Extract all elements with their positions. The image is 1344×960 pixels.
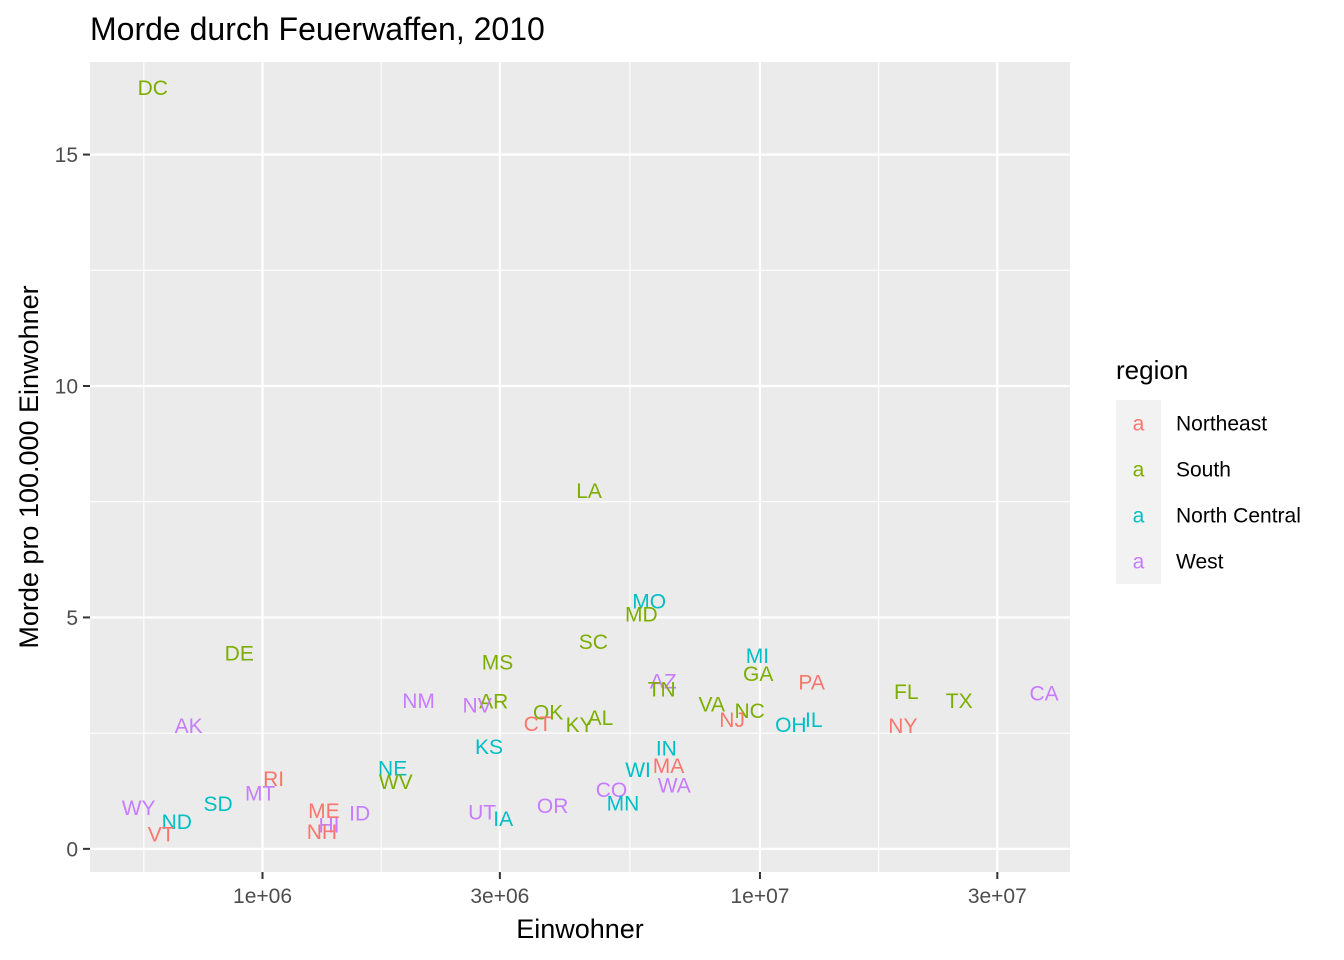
point-label-hi: HI — [318, 814, 339, 837]
point-label-id: ID — [349, 803, 370, 826]
major-gridlines — [90, 62, 1070, 872]
x-tick-label: 1e+06 — [233, 885, 292, 908]
legend-label-north-central: North Central — [1176, 505, 1301, 528]
legend-key-bg — [1116, 538, 1161, 584]
point-label-sd: SD — [204, 793, 233, 816]
y-tick-label: 10 — [55, 376, 78, 399]
point-label-nj: NJ — [719, 709, 745, 732]
legend-key-glyph: a — [1133, 551, 1145, 574]
legend-key-glyph: a — [1133, 459, 1145, 482]
point-label-ms: MS — [482, 651, 514, 674]
point-label-or: OR — [537, 795, 569, 818]
point-label-ca: CA — [1030, 682, 1059, 705]
point-label-vt: VT — [148, 824, 175, 847]
point-label-az: AZ — [650, 670, 677, 693]
legend: region a Northeast a South a North Central a We… — [1116, 355, 1301, 584]
plot-panel — [90, 62, 1070, 872]
legend-key-glyph: a — [1133, 505, 1145, 528]
y-tick-label: 15 — [55, 144, 78, 167]
point-label-pa: PA — [798, 672, 824, 695]
point-label-va: VA — [699, 693, 725, 716]
point-label-nv: NV — [463, 694, 492, 717]
point-label-wa: WA — [658, 774, 691, 797]
chart-title: Morde durch Feuerwaffen, 2010 — [90, 11, 545, 47]
point-label-me: ME — [308, 800, 340, 823]
legend-title: region — [1116, 355, 1188, 385]
legend-label-south: South — [1176, 459, 1231, 482]
point-label-ut: UT — [468, 801, 496, 824]
point-label-nh: NH — [307, 821, 337, 844]
point-label-ne: NE — [378, 757, 407, 780]
point-label-mt: MT — [245, 782, 275, 805]
legend-key-glyph: a — [1133, 413, 1145, 436]
legend-key-bg — [1116, 492, 1161, 538]
legend-key-bg — [1116, 400, 1161, 446]
point-label-mn: MN — [607, 793, 640, 816]
point-label-md: MD — [625, 604, 658, 627]
point-label-mi: MI — [746, 645, 769, 668]
point-label-ar: AR — [479, 691, 508, 714]
y-axis-title: Morde pro 100.000 Einwohner — [14, 285, 44, 648]
point-label-ma: MA — [653, 755, 685, 778]
x-axis: 1e+06 3e+06 1e+07 3e+07 — [233, 872, 1027, 908]
point-label-in: IN — [656, 737, 677, 760]
y-tick-label: 0 — [66, 838, 78, 861]
x-tick-label: 3e+07 — [968, 885, 1027, 908]
point-label-il: IL — [805, 709, 823, 732]
point-label-ri: RI — [263, 768, 284, 791]
point-label-ky: KY — [566, 714, 594, 737]
point-label-tx: TX — [946, 690, 973, 713]
point-label-nc: NC — [735, 700, 765, 723]
point-label-al: AL — [588, 707, 614, 730]
point-label-wi: WI — [625, 759, 651, 782]
point-label-ia: IA — [493, 808, 513, 831]
point-label-ok: OK — [533, 701, 563, 724]
point-label-la: LA — [576, 480, 602, 503]
point-label-nd: ND — [162, 811, 192, 834]
point-label-mo: MO — [632, 590, 666, 613]
x-axis-title: Einwohner — [516, 914, 644, 944]
legend-key-bg — [1116, 446, 1161, 492]
x-tick-label: 1e+07 — [730, 885, 789, 908]
point-label-ct: CT — [524, 713, 552, 736]
point-label-de: DE — [225, 643, 254, 666]
point-label-dc: DC — [138, 77, 168, 100]
point-label-oh: OH — [775, 714, 807, 737]
point-label-ny: NY — [888, 715, 917, 738]
point-label-tn: TN — [648, 679, 676, 702]
point-label-fl: FL — [894, 681, 919, 704]
point-label-wy: WY — [122, 797, 156, 820]
y-tick-label: 5 — [66, 607, 78, 630]
point-label-ks: KS — [475, 736, 503, 759]
point-label-ga: GA — [743, 663, 773, 686]
minor-gridlines — [90, 62, 1070, 872]
point-label-ak: AK — [175, 715, 203, 738]
point-label-wv: WV — [379, 771, 413, 794]
point-label-nm: NM — [402, 690, 435, 713]
point-label-sc: SC — [579, 631, 608, 654]
x-tick-label: 3e+06 — [470, 885, 529, 908]
legend-label-west: West — [1176, 551, 1224, 574]
legend-label-northeast: Northeast — [1176, 413, 1267, 436]
y-axis: 0 5 10 15 — [55, 144, 90, 861]
point-label-co: CO — [596, 779, 628, 802]
